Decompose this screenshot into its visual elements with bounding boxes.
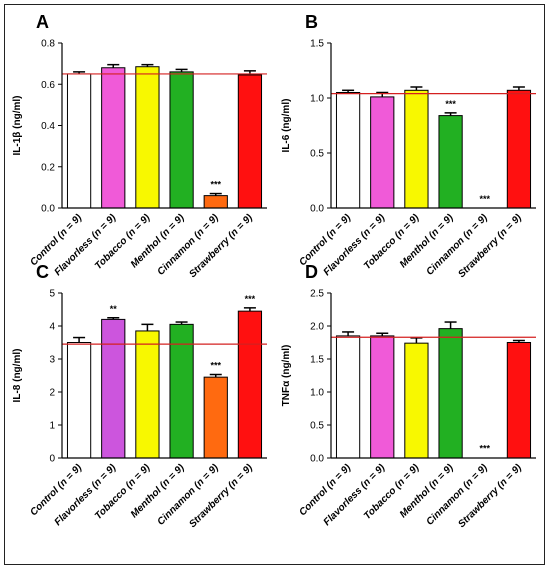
x-tick-label: Cinnamon (n = 9) <box>156 212 222 278</box>
bar <box>203 376 228 459</box>
x-tick-label: Strawberry (n = 9) <box>187 462 255 530</box>
y-tick-label: 1.0 <box>310 94 324 105</box>
y-tick-label: 0.5 <box>310 149 324 160</box>
y-tick-label: 0.8 <box>41 39 55 50</box>
x-tick-label: Strawberry (n = 9) <box>456 212 524 280</box>
bar <box>101 318 126 459</box>
x-tick-label: Flavorless (n = 9) <box>322 462 388 528</box>
bar <box>404 342 429 459</box>
bar <box>66 342 92 459</box>
x-tick-label: Cinnamon (n = 9) <box>425 462 491 528</box>
x-tick-label: Flavorless (n = 9) <box>53 212 119 278</box>
significance-marker: *** <box>210 180 221 190</box>
significance-marker: ** <box>110 304 118 314</box>
x-tick-label: Flavorless (n = 9) <box>322 212 388 278</box>
panel-letter: C <box>36 262 49 282</box>
y-tick-label: 5 <box>49 289 55 300</box>
figure-frame <box>4 4 545 565</box>
y-tick-label: 1.0 <box>310 388 324 399</box>
bar <box>237 74 263 209</box>
bar <box>438 328 463 459</box>
panel-letter: D <box>305 262 318 282</box>
significance-marker: *** <box>479 194 490 204</box>
panel-letter: A <box>36 12 49 32</box>
bar <box>404 89 429 209</box>
x-tick-label: Flavorless (n = 9) <box>53 462 119 528</box>
y-tick-label: 0.5 <box>310 421 324 432</box>
bar <box>169 71 194 209</box>
x-tick-label: Cinnamon (n = 9) <box>425 212 491 278</box>
y-tick-label: 0.6 <box>41 80 55 91</box>
x-tick-label: Strawberry (n = 9) <box>187 212 255 280</box>
y-tick-label: 0.0 <box>310 454 324 465</box>
bar <box>506 342 532 459</box>
y-tick-label: 0.4 <box>41 121 55 132</box>
y-tick-label: 0.2 <box>41 162 55 173</box>
y-tick-label: 2.0 <box>310 322 324 333</box>
bar <box>370 96 395 209</box>
y-tick-label: 0 <box>49 454 55 465</box>
y-axis-label: IL-6 (ng/ml) <box>281 99 292 153</box>
bar <box>101 67 126 209</box>
bar <box>237 310 263 459</box>
significance-marker: *** <box>245 294 256 304</box>
bar <box>335 335 361 459</box>
significance-marker: *** <box>479 443 490 453</box>
bar <box>135 330 160 459</box>
bar <box>506 89 532 209</box>
significance-marker: *** <box>210 361 221 371</box>
significance-marker: *** <box>445 99 456 109</box>
y-tick-label: 1.5 <box>310 39 324 50</box>
y-tick-label: 4 <box>49 322 55 333</box>
y-axis-label: TNFα (ng/ml) <box>281 345 292 407</box>
bar <box>335 92 361 209</box>
y-tick-label: 2.5 <box>310 289 324 300</box>
y-tick-label: 0.0 <box>41 204 55 215</box>
x-tick-label: Cinnamon (n = 9) <box>156 462 222 528</box>
panel-letter: B <box>305 12 318 32</box>
y-axis-label: IL-8 (ng/ml) <box>12 349 23 403</box>
y-tick-label: 2 <box>49 388 55 399</box>
y-tick-label: 0.0 <box>310 204 324 215</box>
x-tick-label: Strawberry (n = 9) <box>456 462 524 530</box>
bar <box>370 335 395 459</box>
bar <box>135 66 160 209</box>
y-tick-label: 1.5 <box>310 355 324 366</box>
bar <box>438 115 463 209</box>
y-tick-label: 1 <box>49 421 55 432</box>
bar <box>203 195 228 209</box>
y-tick-label: 3 <box>49 355 55 366</box>
bar <box>66 73 92 209</box>
y-axis-label: IL-1β (ng/ml) <box>12 96 23 156</box>
